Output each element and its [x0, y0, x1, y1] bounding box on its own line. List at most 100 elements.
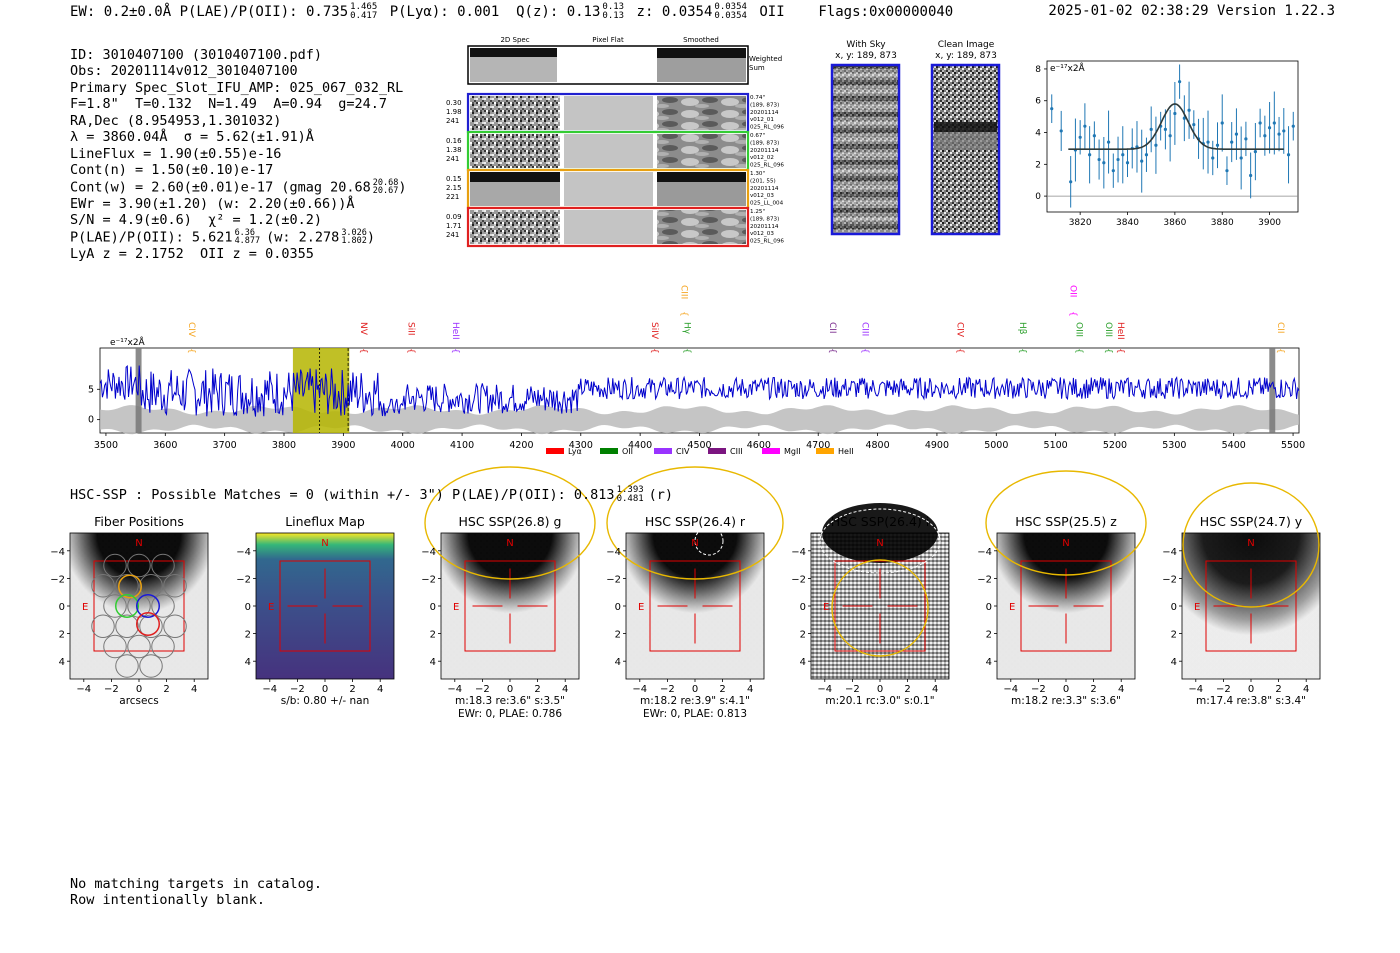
- info-fwhm: F=1.8" T=0.132 N=1.49 A=0.94 g=24.7: [70, 96, 387, 112]
- cutout-header-2dspec: 2D Spec: [500, 36, 529, 44]
- legend-label: MgII: [784, 447, 801, 456]
- spectrum-xtick-label: 4700: [806, 440, 830, 451]
- emission-line-label: Hγ: [682, 322, 692, 335]
- cutout-pixelflat: [564, 172, 653, 206]
- info-gmag-sub: 20.67: [372, 186, 399, 196]
- info-plae-w-sub: 1.802: [341, 236, 367, 246]
- hsc-ytick-label: 0: [615, 602, 621, 613]
- clean-image-gray-band: [934, 132, 997, 150]
- fiber-circle: [139, 654, 163, 678]
- emission-line-tick: {: [1275, 348, 1285, 354]
- legend-label: Lyα: [568, 447, 582, 456]
- cutout-row-left-stat: 0.16: [446, 137, 462, 145]
- hsc-aperture-box: [464, 560, 556, 652]
- hsc-xtick-label: −2: [290, 684, 305, 695]
- hsc-aperture-box: [279, 560, 371, 652]
- cutout-row-right-meta: 20201114: [750, 148, 779, 154]
- spectrum-xtick-label: 3600: [153, 440, 177, 451]
- legend-swatch: [816, 448, 834, 454]
- spectrum-xtick-label: 3800: [272, 440, 296, 451]
- fit-point: [1097, 157, 1101, 162]
- spectrum-xtick-label: 4000: [391, 440, 415, 451]
- east-label: E: [823, 602, 829, 613]
- emission-line-label: SiII: [406, 322, 416, 336]
- hsc-panel-title: HSC SSP(24.7) y: [1200, 514, 1303, 529]
- hsc-aperture-ellipse: [1182, 482, 1320, 608]
- info-plae-w-sup: 3.026: [341, 227, 367, 238]
- fit-xtick-label: 3840: [1116, 218, 1139, 228]
- cutout-row-right-meta: v012_03: [750, 193, 774, 199]
- legend-label: CIV: [676, 447, 690, 456]
- fiber-circle: [127, 634, 151, 659]
- hsc-xtick-label: 0: [322, 684, 328, 695]
- cutout-row-left-stat: 221: [446, 193, 459, 201]
- fiber-circle: [91, 614, 115, 638]
- hsc-caption-line2: EWr: 0, PLAE: 0.813: [643, 708, 747, 720]
- fiber-circle: [151, 594, 175, 618]
- hsc-caption-line1: m:20.1 rc:3.0" s:0.1": [825, 695, 934, 707]
- east-label: E: [268, 602, 274, 613]
- info-ewr: EWr = 3.90(±1.20) (w: 2.20(±0.66))Å: [70, 195, 355, 212]
- east-label: E: [82, 602, 88, 613]
- hsc-xtick-label: 0: [1248, 684, 1254, 695]
- fit-xtick-label: 3900: [1258, 218, 1281, 228]
- fit-point: [1187, 108, 1191, 112]
- fiber-circle: [103, 594, 127, 618]
- hsc-bright-source: [1182, 533, 1320, 679]
- hsc-panels: Fiber Positions N E −4 4 −2 2 0 0 2 −2 4 −4 arcsecs Li…: [50, 466, 1321, 720]
- emission-line-tick: {: [1103, 348, 1113, 354]
- spectrum-xtick-label: 4600: [747, 440, 771, 451]
- hsc-xtick-label: 0: [692, 684, 698, 695]
- east-label: E: [453, 602, 459, 613]
- hsc-aperture-ellipse: [424, 466, 596, 580]
- hsc-xtick-label: −4: [447, 684, 462, 695]
- hsc-ytick-label: 2: [245, 630, 251, 641]
- hsc-ytick-label: −2: [50, 574, 65, 585]
- fit-ytick-label: 0: [1035, 192, 1041, 202]
- fiber-circle: [127, 553, 151, 578]
- hsc-panel-flux: Lineflux Map N E −4 4 −2 2 0 0 2 −2 4 −4 s/b: 0.80 +/…: [236, 514, 395, 707]
- cutout-row-right-meta: v012_02: [750, 155, 774, 161]
- spectrum-xtick-label: 5400: [1222, 440, 1246, 451]
- spectrum-xtick-label: 5200: [1103, 440, 1127, 451]
- hsc-xtick-label: 2: [1275, 684, 1281, 695]
- hsc-ytick-label: 2: [615, 630, 621, 641]
- hsc-xtick-label: −2: [104, 684, 119, 695]
- emission-line-tick: {: [1017, 348, 1027, 354]
- spectrum-xtick-label: 3700: [213, 440, 237, 451]
- fit-point: [1234, 132, 1239, 136]
- east-label: E: [1009, 602, 1015, 613]
- header-flags: Flags:0x00000040: [818, 4, 954, 20]
- header-bar: EW: 0.2±0.0Å P(LAE)/P(OII): 0.735 1.465 0.…: [70, 3, 1335, 23]
- info-contw-text: Cont(w) = 2.60(±0.01)e-17 (gmag 20.68: [70, 179, 371, 195]
- hsc-xtick-label: 0: [136, 684, 142, 695]
- hsc-xtick-label: 0: [1063, 684, 1069, 695]
- emission-line-label: OIII: [1103, 322, 1113, 337]
- spectrum-xtick-label: 4200: [509, 440, 533, 451]
- hsc-xtick-label: 2: [349, 684, 355, 695]
- with-sky-xy: x, y: 189, 873: [835, 51, 897, 61]
- fit-point: [1277, 132, 1281, 136]
- fit-point: [1178, 80, 1182, 84]
- cutout-row-right-meta: 025_LL_004: [750, 201, 784, 207]
- hsc-xtick-label: −4: [1188, 684, 1203, 695]
- hsc-caption-line1: m:18.3 re:3.6" s:3.5": [455, 695, 565, 707]
- north-label: N: [1062, 538, 1069, 549]
- fit-point: [1092, 134, 1096, 138]
- fit-point: [1239, 156, 1243, 160]
- with-sky-noise: [834, 67, 897, 232]
- fiber-circle: [115, 614, 139, 638]
- fit-ytick-label: 4: [1035, 129, 1041, 139]
- hsc-bright-source: [626, 533, 764, 679]
- hsc-ytick-label: 4: [986, 657, 992, 668]
- info-lineflux: LineFlux = 1.90(±0.55)e-16: [70, 145, 282, 162]
- fit-point: [1291, 124, 1295, 128]
- info-gmag-sup: 20.68: [372, 177, 399, 188]
- fit-gaussian-curve: [1068, 103, 1284, 150]
- info-block: ID: 3010407100 (3010407100.pdf) Obs: 2020…: [70, 30, 470, 279]
- cutout-row-right-meta: 0.67": [750, 133, 765, 139]
- hsc-xtick-label: −2: [1216, 684, 1231, 695]
- weighted-sum-label-1: Weighted: [749, 55, 782, 63]
- info-plae-text: P(LAE)/P(OII): 5.621: [70, 229, 233, 245]
- fit-point: [1249, 173, 1253, 178]
